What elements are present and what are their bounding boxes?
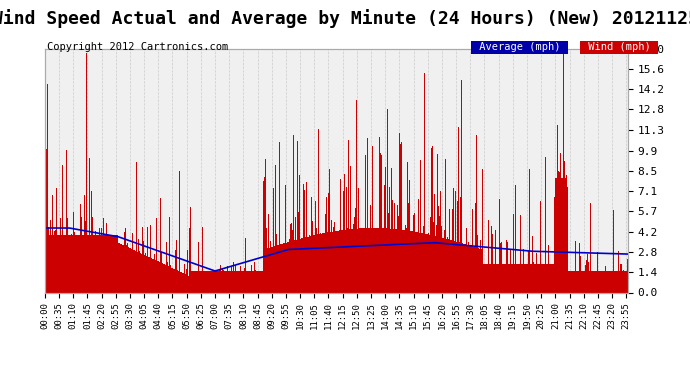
Text: Wind (mph): Wind (mph): [582, 42, 657, 52]
Text: Average (mph): Average (mph): [473, 42, 566, 52]
Text: Wind Speed Actual and Average by Minute (24 Hours) (New) 20121125: Wind Speed Actual and Average by Minute …: [0, 9, 690, 28]
Text: Copyright 2012 Cartronics.com: Copyright 2012 Cartronics.com: [47, 42, 228, 52]
